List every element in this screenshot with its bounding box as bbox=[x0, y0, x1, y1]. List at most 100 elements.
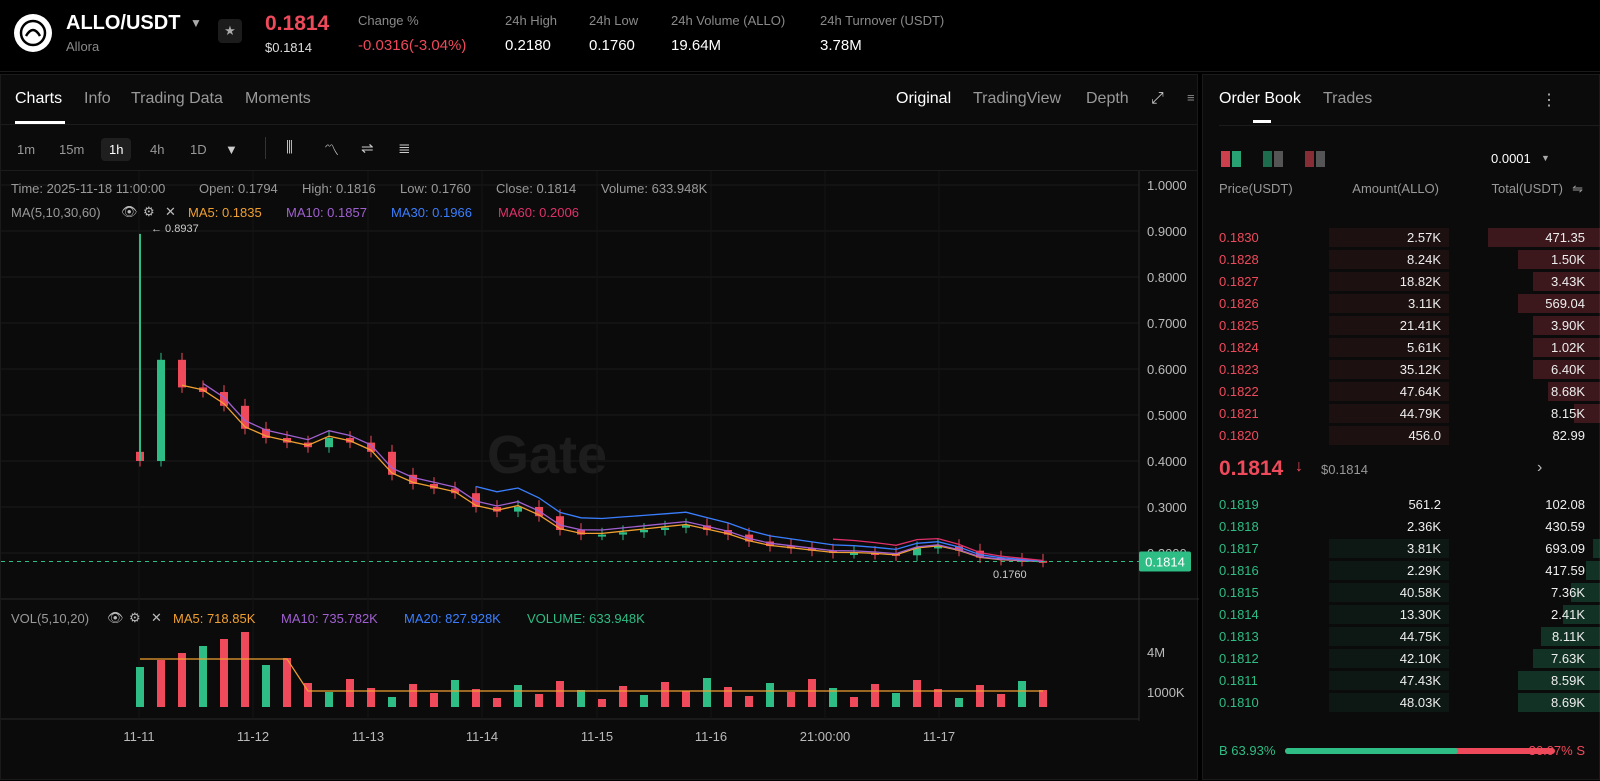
vol-tick-label: 4M bbox=[1147, 645, 1165, 660]
ask-total-depth-bar bbox=[1518, 294, 1600, 313]
last-price: 0.1814 bbox=[265, 12, 330, 35]
gear-icon[interactable]: ⚙ bbox=[143, 204, 155, 219]
bid-row[interactable]: 0.1817 3.81K 693.09 bbox=[1203, 538, 1600, 558]
bid-row[interactable]: 0.1816 2.29K 417.59 bbox=[1203, 560, 1600, 580]
ask-row[interactable]: 0.1827 18.82K 3.43K bbox=[1203, 271, 1600, 291]
bid-row[interactable]: 0.1813 44.75K 8.11K bbox=[1203, 626, 1600, 646]
indicator-icon[interactable]: 〽 bbox=[324, 142, 340, 159]
bid-total-depth-bar bbox=[1518, 693, 1600, 712]
price-chart[interactable]: 1.0000 0.9000 0.8000 0.7000 0.6000 0.5000 0.40… bbox=[1, 171, 1199, 781]
ask-row[interactable]: 0.1830 2.57K 471.35 bbox=[1203, 227, 1600, 247]
bid-row[interactable]: 0.1819 561.2 102.08 bbox=[1203, 494, 1600, 514]
bid-row[interactable]: 0.1814 13.30K 2.41K bbox=[1203, 604, 1600, 624]
ob-tab-indicator bbox=[1253, 120, 1271, 123]
tab-trades[interactable]: Trades bbox=[1323, 90, 1373, 107]
buy-label: B bbox=[1219, 743, 1228, 758]
candle-body bbox=[724, 530, 732, 535]
volume-bar bbox=[640, 695, 648, 707]
ask-row[interactable]: 0.1820 456.0 82.99 bbox=[1203, 425, 1600, 445]
more-options-icon[interactable]: ⋮ bbox=[1541, 92, 1557, 109]
mid-price-down-arrow-icon: ↓ bbox=[1295, 458, 1303, 475]
ask-total-depth-bar bbox=[1533, 360, 1600, 379]
interval-1d[interactable]: 1D bbox=[190, 142, 207, 157]
candle-body bbox=[472, 493, 480, 507]
close-icon[interactable]: ✕ bbox=[165, 204, 176, 219]
bid-amount-depth-bar bbox=[1329, 561, 1449, 580]
interval-1m[interactable]: 1m bbox=[17, 142, 36, 157]
stat-turnover: 24h Turnover (USDT) 3.78M bbox=[820, 13, 945, 54]
view-both-icon[interactable] bbox=[1221, 149, 1243, 174]
ohlc-high: High: 0.1816 bbox=[302, 181, 376, 196]
bid-row[interactable]: 0.1815 40.58K 7.36K bbox=[1203, 582, 1600, 602]
bid-total: 693.09 bbox=[1545, 541, 1585, 556]
ask-amount-depth-bar bbox=[1329, 272, 1449, 291]
ma60-line bbox=[832, 537, 1044, 562]
ask-total-depth-bar bbox=[1518, 250, 1600, 269]
view-bids-icon[interactable] bbox=[1263, 149, 1285, 174]
vol-eye-icon[interactable]: 👁 bbox=[107, 610, 124, 625]
ask-row[interactable]: 0.1822 47.64K 8.68K bbox=[1203, 381, 1600, 401]
tab-tradingview[interactable]: TradingView bbox=[973, 90, 1062, 107]
ask-row[interactable]: 0.1824 5.61K 1.02K bbox=[1203, 337, 1600, 357]
ask-amount: 21.41K bbox=[1399, 318, 1441, 333]
volume-bar bbox=[1018, 681, 1026, 707]
volume-bar bbox=[871, 684, 879, 707]
last-price-tag bbox=[1139, 551, 1191, 572]
ob-header-amount: Amount(ALLO) bbox=[1352, 181, 1439, 196]
candle-body bbox=[955, 546, 963, 551]
vol-gear-icon[interactable]: ⚙ bbox=[129, 610, 141, 625]
vol-close-icon[interactable]: ✕ bbox=[151, 610, 162, 625]
tab-charts[interactable]: Charts bbox=[15, 90, 63, 107]
eye-icon[interactable]: 👁 bbox=[121, 204, 138, 219]
ask-row[interactable]: 0.1828 8.24K 1.50K bbox=[1203, 249, 1600, 269]
chart-tabs: Charts Info Trading Data Moments Origina… bbox=[1, 75, 1197, 125]
bid-row[interactable]: 0.1818 2.36K 430.59 bbox=[1203, 516, 1600, 536]
ask-row[interactable]: 0.1826 3.11K 569.04 bbox=[1203, 293, 1600, 313]
y-tick-label: 0.3000 bbox=[1147, 500, 1187, 515]
interval-1h[interactable]: 1h bbox=[101, 138, 132, 161]
ask-row[interactable]: 0.1821 44.79K 8.15K bbox=[1203, 403, 1600, 423]
interval-15m[interactable]: 15m bbox=[59, 142, 85, 157]
ask-price: 0.1828 bbox=[1219, 252, 1259, 267]
interval-4h[interactable]: 4h bbox=[150, 142, 165, 157]
favorite-star-icon[interactable]: ★ bbox=[218, 19, 242, 43]
interval-dropdown-icon[interactable]: ▼ bbox=[225, 142, 238, 157]
pair-dropdown-icon[interactable]: ▼ bbox=[190, 16, 202, 30]
ask-total: 8.15K bbox=[1551, 406, 1585, 421]
x-tick-label: 21:00:00 bbox=[800, 729, 851, 744]
total-toggle-icon[interactable]: ⇋ bbox=[1572, 181, 1583, 196]
ask-total: 6.40K bbox=[1551, 362, 1585, 377]
tab-info[interactable]: Info bbox=[84, 90, 111, 107]
view-asks-icon[interactable] bbox=[1305, 149, 1327, 174]
tab-moments[interactable]: Moments bbox=[245, 90, 311, 107]
fullscreen-icon[interactable]: ⤢ bbox=[1151, 90, 1164, 107]
ask-total-depth-bar bbox=[1574, 404, 1600, 423]
precision-select[interactable]: 0.0001 bbox=[1491, 151, 1531, 166]
ask-total: 1.50K bbox=[1551, 252, 1585, 267]
precision-dropdown-icon[interactable]: ▼ bbox=[1541, 153, 1550, 163]
bid-row[interactable]: 0.1811 47.43K 8.59K bbox=[1203, 670, 1600, 690]
ma-legend-label: MA(5,10,30,60) bbox=[11, 205, 101, 220]
drawing-tools-icon[interactable]: ≣ bbox=[398, 140, 411, 157]
ask-total-depth-bar bbox=[1533, 338, 1600, 357]
volume-bar bbox=[136, 667, 144, 707]
chevron-right-icon[interactable]: › bbox=[1537, 459, 1543, 476]
tab-trading-data[interactable]: Trading Data bbox=[131, 90, 223, 107]
candle-type-icon[interactable]: ⫼ bbox=[286, 139, 293, 156]
candle-body bbox=[409, 474, 417, 484]
chart-menu-icon[interactable]: ≡ bbox=[1187, 90, 1195, 105]
settings-sliders-icon[interactable]: ⇌ bbox=[361, 140, 374, 157]
ask-row[interactable]: 0.1823 35.12K 6.40K bbox=[1203, 359, 1600, 379]
bid-row[interactable]: 0.1810 48.03K 8.69K bbox=[1203, 692, 1600, 712]
tab-order-book[interactable]: Order Book bbox=[1219, 90, 1301, 107]
tab-original[interactable]: Original bbox=[896, 90, 952, 107]
bid-total: 7.63K bbox=[1551, 651, 1585, 666]
vol-ma5-value: MA5: 718.85K bbox=[173, 611, 256, 626]
y-tick-label: 0.8000 bbox=[1147, 270, 1187, 285]
tab-depth[interactable]: Depth bbox=[1086, 90, 1129, 107]
ask-row[interactable]: 0.1825 21.41K 3.90K bbox=[1203, 315, 1600, 335]
pair-name[interactable]: ALLO/USDT bbox=[66, 12, 181, 34]
bid-price: 0.1814 bbox=[1219, 607, 1259, 622]
bid-row[interactable]: 0.1812 42.10K 7.63K bbox=[1203, 648, 1600, 668]
y-tick-label: 0.9000 bbox=[1147, 224, 1187, 239]
